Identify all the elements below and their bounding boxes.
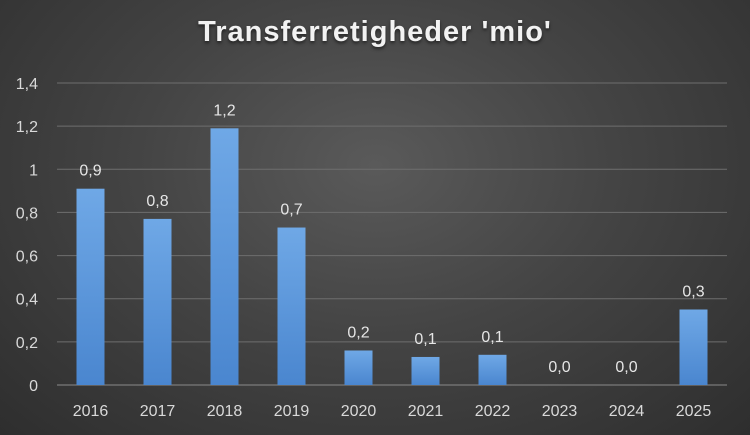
y-tick-label: 0 [29, 378, 38, 395]
y-tick-label: 1,2 [16, 119, 38, 136]
data-labels: 0,9 0,8 1,2 0,7 0,2 0,1 0,1 0,0 0,0 0,3 [79, 102, 704, 376]
x-tick-label: 2018 [207, 403, 243, 420]
y-tick-label: 0,2 [16, 335, 38, 352]
bar-2019 [277, 227, 306, 385]
data-label-2025: 0,3 [682, 284, 704, 301]
x-tick-label: 2021 [408, 403, 444, 420]
x-tick-label: 2025 [676, 403, 712, 420]
x-tick-label: 2022 [475, 403, 511, 420]
x-axis-tick-labels: 2016 2017 2018 2019 2020 2021 2022 2023 2024 2025 [73, 403, 712, 420]
bar-2016 [76, 188, 105, 385]
data-label-2024: 0,0 [615, 359, 637, 376]
bars [76, 128, 708, 386]
bar-2025 [679, 309, 708, 385]
data-label-2023: 0,0 [548, 359, 570, 376]
bar-2022 [478, 354, 507, 385]
data-label-2018: 1,2 [213, 102, 235, 119]
x-tick-label: 2024 [609, 403, 645, 420]
x-tick-label: 2019 [274, 403, 310, 420]
data-label-2017: 0,8 [146, 193, 168, 210]
chart-title: Transferretigheder 'mio' [198, 16, 552, 48]
y-tick-label: 0,6 [16, 249, 38, 266]
y-tick-label: 1 [29, 162, 38, 179]
data-label-2021: 0,1 [414, 331, 436, 348]
bar-2020 [344, 350, 373, 385]
y-tick-label: 1,4 [16, 76, 38, 93]
y-axis-tick-labels: 0 0,2 0,4 0,6 0,8 1 1,2 1,4 [16, 76, 38, 395]
bar-2018 [210, 128, 239, 386]
data-label-2020: 0,2 [347, 324, 369, 341]
bar-2021 [411, 356, 440, 385]
x-tick-label: 2020 [341, 403, 377, 420]
data-label-2019: 0,7 [280, 202, 302, 219]
data-label-2022: 0,1 [481, 329, 503, 346]
bar-2017 [143, 218, 172, 385]
x-tick-label: 2023 [542, 403, 578, 420]
x-tick-label: 2017 [140, 403, 176, 420]
y-tick-label: 0,8 [16, 205, 38, 222]
data-label-2016: 0,9 [79, 163, 101, 180]
x-tick-label: 2016 [73, 403, 109, 420]
y-tick-label: 0,4 [16, 292, 38, 309]
